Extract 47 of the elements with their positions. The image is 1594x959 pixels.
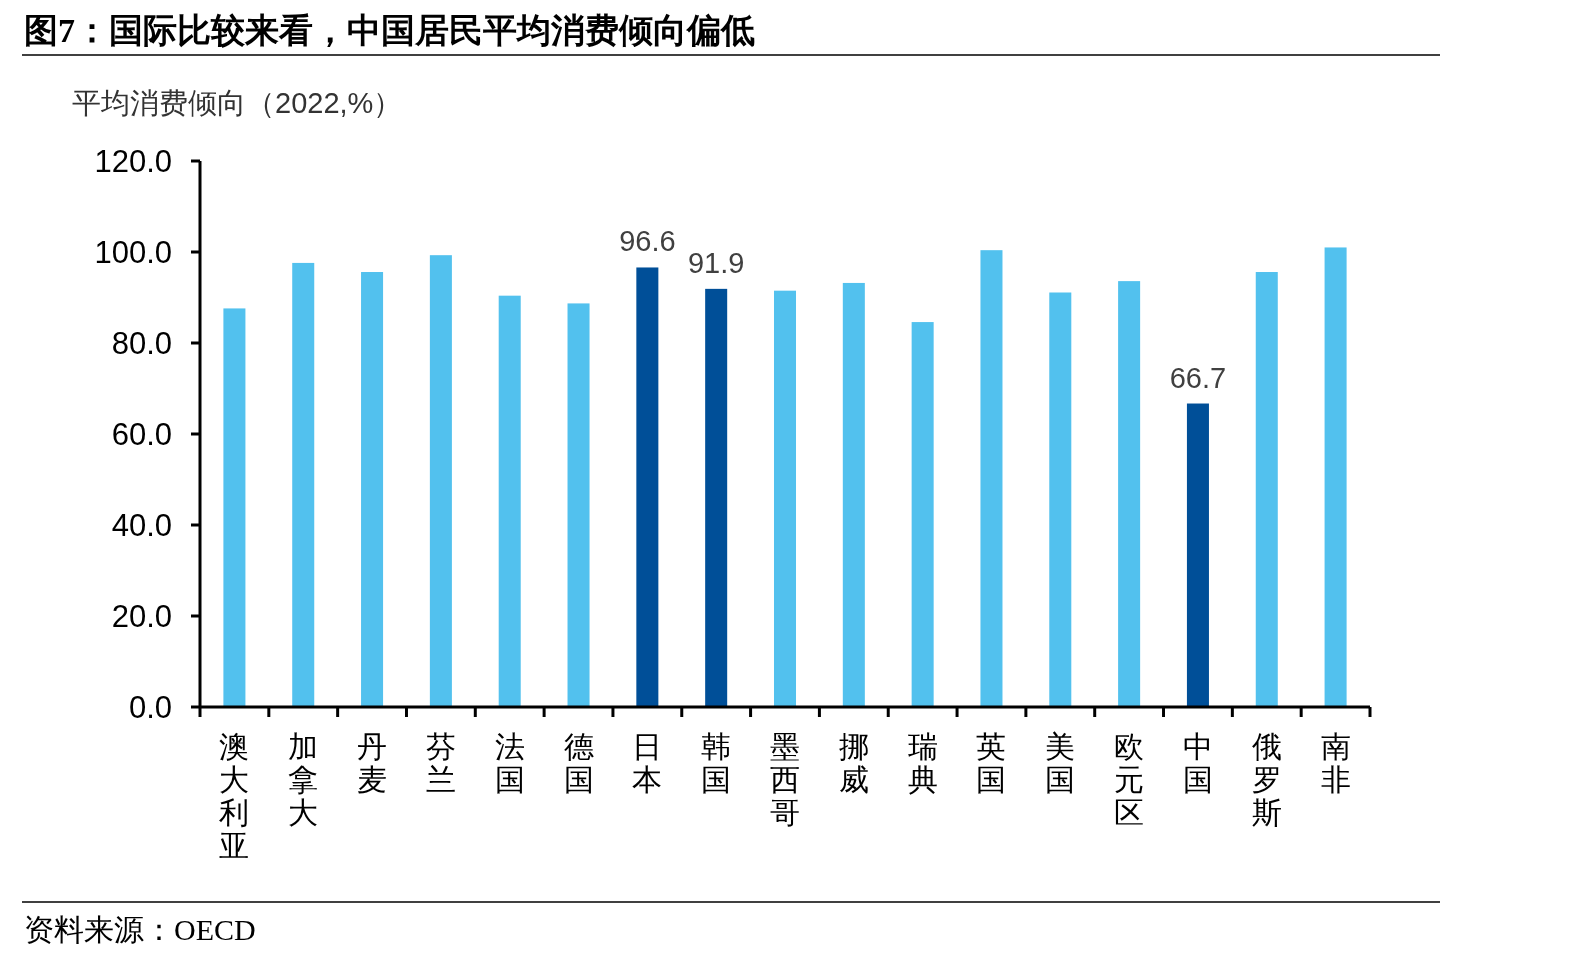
y-tick-label: 100.0 — [94, 235, 172, 270]
bar — [842, 282, 865, 707]
x-tick-label: 丹麦 — [357, 730, 388, 796]
text: 资料来源：OECD — [24, 913, 256, 946]
bar — [1186, 403, 1209, 707]
bar — [636, 267, 659, 707]
bar — [1324, 247, 1347, 707]
bar — [911, 322, 934, 707]
y-tick-label: 120.0 — [94, 144, 172, 179]
bar — [429, 255, 452, 707]
bar — [567, 303, 590, 707]
y-tick-label: 0.0 — [128, 690, 172, 725]
bar — [361, 272, 384, 707]
y-tick-label: 80.0 — [111, 326, 172, 361]
chart-title: 图7：国际比较来看，中国居民平均消费倾向偏低 — [24, 12, 755, 49]
y-tick-label: 20.0 — [111, 599, 172, 634]
x-tick-label: 韩国 — [701, 730, 732, 796]
x-tick-label: 欧元区 — [1114, 730, 1145, 829]
bar — [705, 288, 728, 707]
bar — [223, 308, 246, 707]
bar — [773, 290, 797, 707]
bar — [1049, 292, 1072, 707]
bar — [292, 262, 315, 707]
x-tick-label: 中国 — [1182, 730, 1213, 796]
data-label: 96.6 — [619, 225, 676, 258]
x-tick-label: 芬兰 — [425, 730, 456, 796]
x-tick-label: 挪威 — [838, 730, 869, 796]
x-tick-label: 瑞典 — [907, 730, 938, 796]
y-tick-label: 60.0 — [111, 417, 172, 452]
x-tick-label: 澳大利亚 — [219, 730, 250, 862]
bar — [980, 250, 1003, 707]
x-tick-label: 加拿大 — [288, 730, 319, 829]
x-tick-label: 美国 — [1045, 730, 1076, 796]
x-tick-label: 日本 — [632, 730, 663, 796]
x-tick-label: 德国 — [563, 730, 594, 796]
x-tick-label: 墨西哥 — [770, 730, 800, 829]
data-label: 66.7 — [1169, 361, 1227, 394]
x-tick-label: 英国 — [976, 730, 1007, 796]
data-label: 91.9 — [687, 246, 745, 279]
x-tick-label: 法国 — [494, 730, 525, 796]
y-axis-title: 平均消费倾向（2022,%） — [72, 87, 403, 119]
y-tick-label: 40.0 — [111, 508, 172, 543]
bar — [1118, 281, 1141, 707]
x-tick-label: 南非 — [1320, 730, 1351, 796]
x-tick-label: 俄罗斯 — [1251, 730, 1282, 829]
bar — [1255, 272, 1278, 707]
bar — [498, 295, 521, 707]
